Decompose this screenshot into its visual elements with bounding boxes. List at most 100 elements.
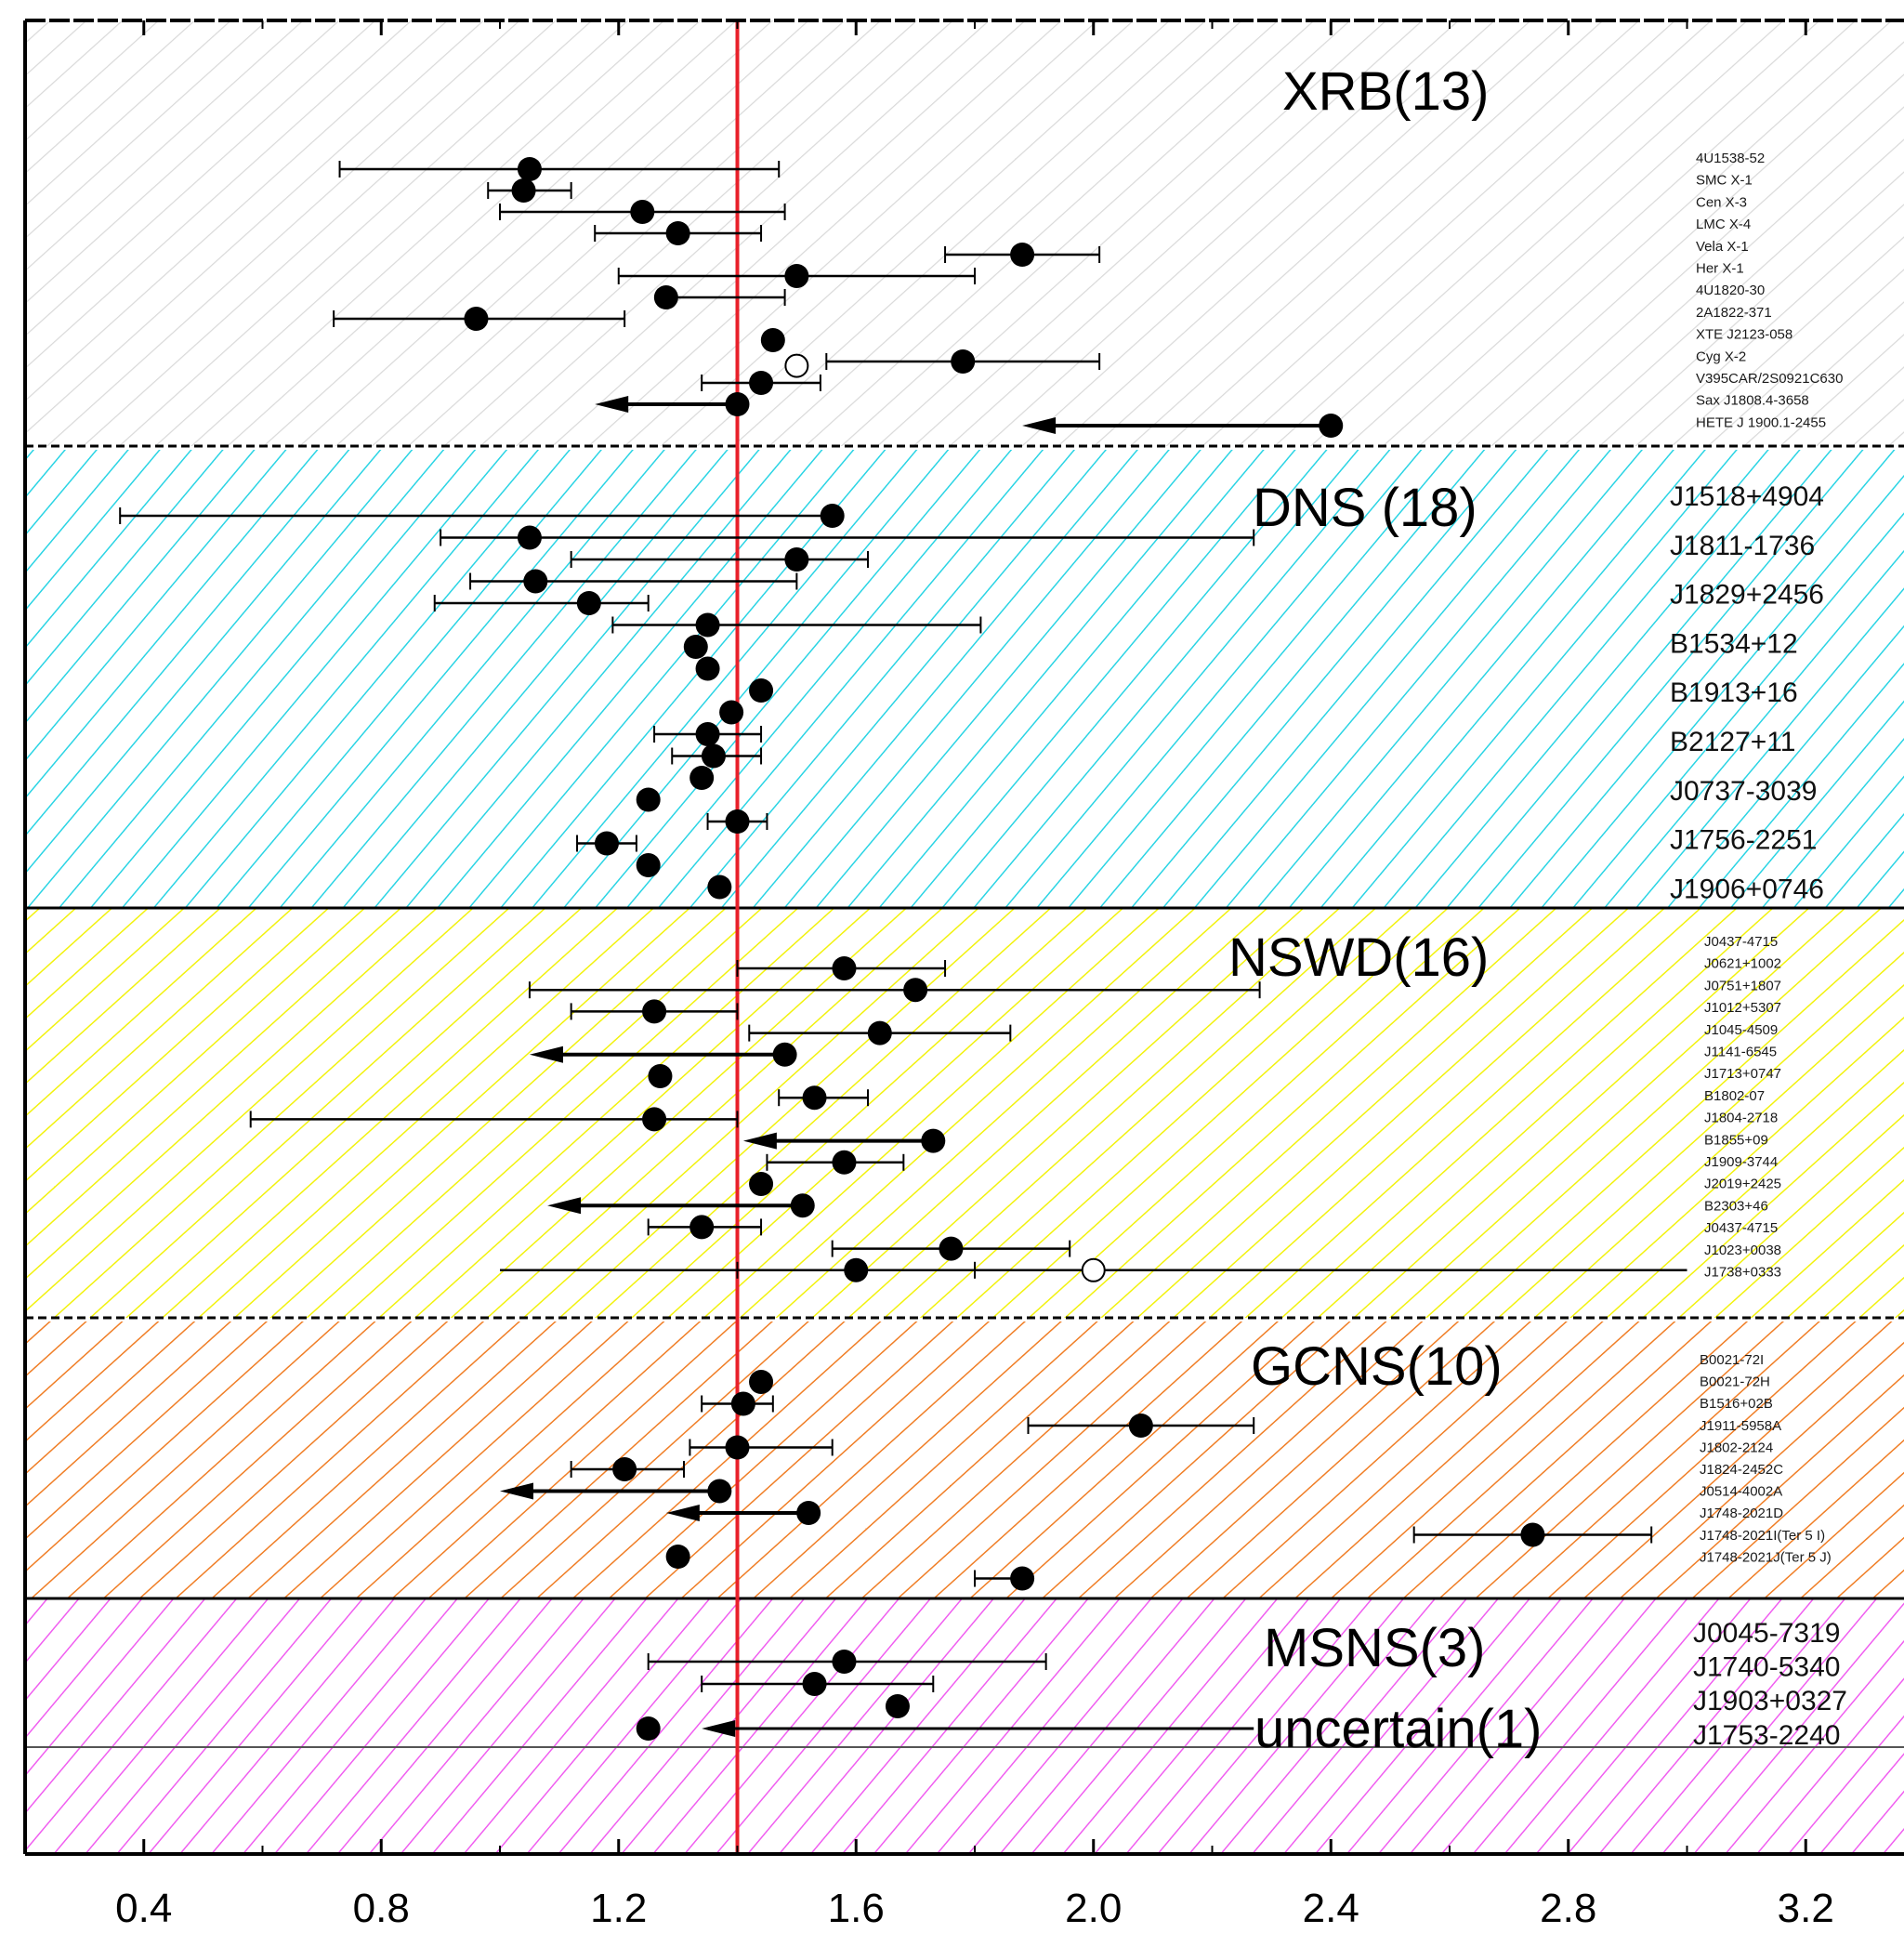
- source-label-nswd: B1802-07: [1704, 1088, 1765, 1104]
- data-point: [749, 678, 774, 703]
- data-point: [790, 1193, 815, 1218]
- source-label-nswd: J1045-4509: [1704, 1022, 1778, 1038]
- x-tick-label: 0.8: [353, 1886, 410, 1931]
- source-label-dns: B1534+12: [1670, 628, 1798, 659]
- data-point: [612, 1457, 637, 1481]
- data-point: [707, 1479, 732, 1504]
- x-tick-label: 1.2: [590, 1886, 647, 1931]
- group-title-gcns: GCNS(10): [1251, 1336, 1503, 1397]
- data-point: [665, 1545, 690, 1569]
- upper-limit-arrow: [742, 1132, 777, 1150]
- source-label-msns: J1903+0327: [1693, 1686, 1847, 1716]
- data-point: [1010, 1566, 1035, 1591]
- source-label-nswd: J1738+0333: [1704, 1265, 1781, 1281]
- data-point: [725, 392, 750, 416]
- data-point: [1010, 243, 1035, 267]
- upper-limit-arrow: [595, 396, 629, 413]
- source-label-dns: J1829+2456: [1670, 580, 1824, 611]
- x-tick-label: 2.0: [1065, 1886, 1122, 1931]
- source-label-gcns: J1748-2021J(Ter 5 J): [1700, 1549, 1832, 1565]
- data-point: [517, 525, 542, 550]
- open-data-point: [784, 353, 809, 378]
- source-label-dns: J1811-1736: [1670, 531, 1815, 561]
- band-xrb: [25, 20, 1904, 446]
- source-label-nswd: J1012+5307: [1704, 1000, 1781, 1016]
- data-point: [689, 1215, 715, 1240]
- source-label-dns: J1906+0746: [1670, 874, 1824, 904]
- source-label-nswd: J1141-6545: [1704, 1045, 1777, 1060]
- data-point: [636, 853, 661, 877]
- data-point: [749, 371, 774, 395]
- band-gcns: [25, 1322, 1904, 1598]
- source-label-msns: J1753-2240: [1693, 1720, 1840, 1751]
- data-point: [636, 1716, 661, 1741]
- source-label-nswd: J0437-4715: [1704, 934, 1778, 950]
- group-titles: XRB(13) DNS (18) NSWD(16) GCNS(10) MSNS(3) un…: [1228, 61, 1542, 1759]
- source-label-gcns: J1802-2124: [1700, 1440, 1773, 1455]
- x-tick-label: 0.4: [115, 1886, 172, 1931]
- upper-limit-arrow: [529, 1045, 563, 1063]
- upper-limit-arrow: [500, 1482, 533, 1500]
- source-label-gcns: J1911-5958A: [1700, 1418, 1781, 1434]
- data-point: [707, 874, 732, 900]
- data-point: [1128, 1414, 1153, 1438]
- source-label-xrb: Her X-1: [1696, 261, 1744, 277]
- band-nswd: [25, 908, 1904, 1318]
- data-point: [760, 328, 785, 352]
- data-point: [523, 569, 548, 594]
- source-label-msns: J0045-7319: [1693, 1618, 1840, 1649]
- data-point: [832, 1150, 857, 1175]
- data-point: [784, 264, 809, 288]
- source-label-gcns: B0021-72H: [1700, 1374, 1770, 1390]
- data-marks: [119, 157, 1687, 1741]
- data-point: [939, 1236, 964, 1261]
- source-label-nswd: J0621+1002: [1704, 956, 1781, 972]
- data-point: [784, 547, 809, 572]
- source-label-gcns: J0514-4002A: [1700, 1484, 1782, 1500]
- data-point: [695, 656, 720, 681]
- source-label-xrb: Cyg X-2: [1696, 348, 1746, 364]
- data-point: [867, 1020, 892, 1045]
- data-point: [1520, 1522, 1545, 1547]
- data-point: [464, 307, 489, 331]
- group-subtitle-msns: uncertain(1): [1254, 1699, 1542, 1759]
- source-label-dns: J1518+4904: [1670, 481, 1824, 512]
- source-label-xrb: SMC X-1: [1696, 173, 1753, 189]
- upper-limit-arrow: [665, 1505, 700, 1521]
- group-title-nswd: NSWD(16): [1228, 927, 1489, 988]
- source-labels: 4U1538-52 SMC X-1 Cen X-3 LMC X-4 Vela X-1 He…: [1670, 151, 1847, 1751]
- source-label-nswd: B1855+09: [1704, 1132, 1768, 1148]
- band-separators: [25, 444, 1904, 1748]
- data-point: [695, 722, 720, 746]
- x-tick-label: 2.8: [1540, 1886, 1596, 1931]
- data-point: [630, 200, 655, 224]
- data-point: [1319, 414, 1344, 438]
- source-label-nswd: B2303+46: [1704, 1198, 1768, 1214]
- data-point: [636, 787, 661, 812]
- source-label-nswd: J2019+2425: [1704, 1177, 1781, 1192]
- source-label-xrb: LMC X-4: [1696, 217, 1751, 232]
- data-point: [951, 349, 976, 374]
- x-axis: 0.4 0.8 1.2 1.6 2.0 2.4 2.8 3.2: [23, 19, 1904, 1931]
- open-data-point: [1081, 1257, 1106, 1282]
- data-point: [832, 1650, 857, 1674]
- data-point: [642, 1107, 667, 1132]
- source-label-xrb: 2A1822-371: [1696, 305, 1772, 321]
- group-title-dns: DNS (18): [1253, 478, 1477, 538]
- data-point: [820, 504, 845, 528]
- data-point: [832, 956, 857, 980]
- data-point: [749, 1370, 774, 1394]
- data-point: [648, 1064, 673, 1088]
- data-point: [719, 700, 744, 725]
- data-point: [695, 612, 720, 638]
- source-label-msns: J1740-5340: [1693, 1652, 1840, 1683]
- data-point: [796, 1501, 821, 1525]
- source-label-nswd: J1713+0747: [1704, 1066, 1781, 1082]
- data-point: [772, 1042, 797, 1067]
- data-point: [802, 1672, 827, 1696]
- source-label-gcns: J1748-2021I(Ter 5 I): [1700, 1528, 1825, 1544]
- upper-limit-arrow: [1022, 417, 1057, 434]
- source-label-gcns: J1748-2021D: [1700, 1506, 1783, 1521]
- source-label-nswd: J0751+1807: [1704, 978, 1781, 993]
